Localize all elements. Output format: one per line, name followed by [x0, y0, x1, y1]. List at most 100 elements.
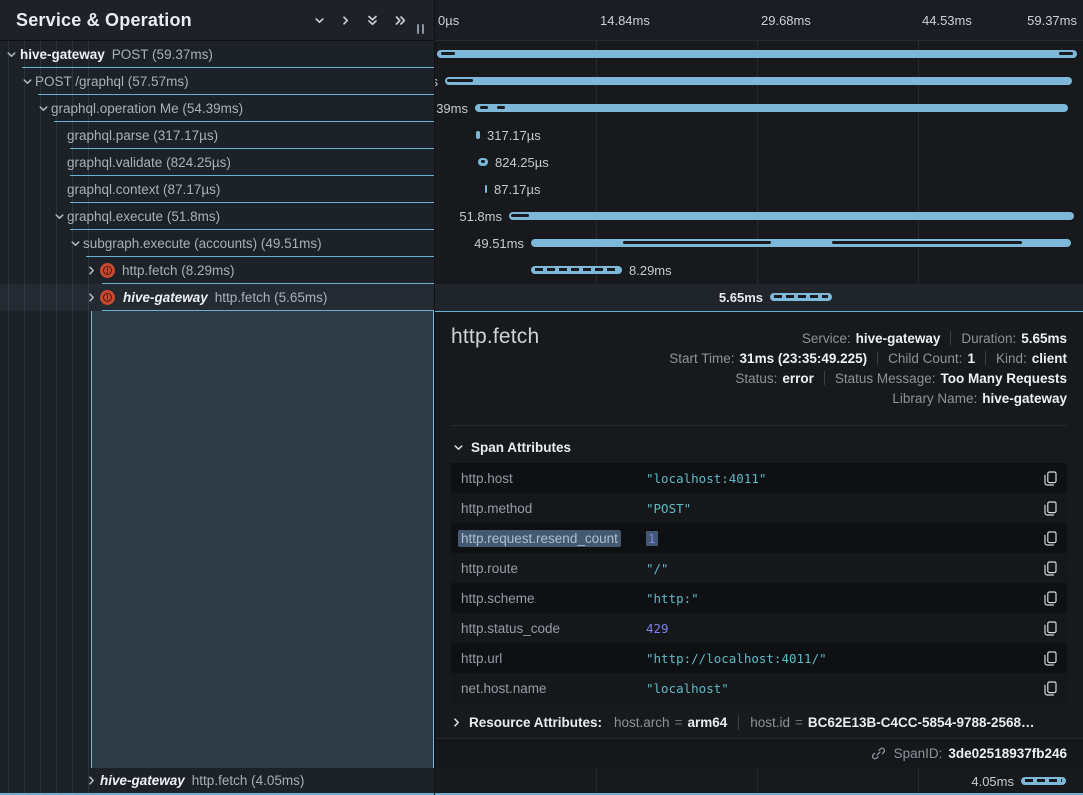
duration-label: 4.05ms [971, 768, 1014, 795]
waterfall-row[interactable]: 87.17µs [435, 176, 1083, 203]
span-label: graphql.context (87.17µs) [67, 182, 220, 197]
meta-label: Child Count: [888, 351, 962, 366]
panel-title: Service & Operation [16, 10, 314, 31]
meta-label: Duration: [961, 331, 1016, 346]
tree-row[interactable]: graphql.execute (51.8ms) [0, 203, 434, 230]
tree-row[interactable]: hive-gatewayPOST (59.37ms) [0, 41, 434, 68]
attr-value-text: 1 [646, 531, 658, 546]
copy-button[interactable] [1044, 471, 1057, 486]
attr-key: http.scheme [461, 591, 646, 606]
copy-button[interactable] [1044, 621, 1057, 636]
timeline-ruler: 0µs14.84ms29.68ms44.53ms59.37ms [435, 0, 1083, 41]
copy-button[interactable] [1044, 651, 1057, 666]
tree-row[interactable]: hive-gatewayhttp.fetch (4.05ms) [0, 768, 434, 795]
attr-row: http.url"http://localhost:4011/" [451, 643, 1067, 673]
span-attributes-toggle[interactable]: Span Attributes [453, 440, 1067, 455]
waterfall-row[interactable]: 49.51ms [435, 230, 1083, 257]
tree-row[interactable]: !http.fetch (8.29ms) [0, 257, 434, 284]
bar-self-time-mark [623, 241, 771, 244]
resource-attributes-toggle[interactable]: Resource Attributes: host.arch = arm64 h… [451, 715, 1067, 730]
tick-label: 0µs [438, 13, 459, 28]
attr-row: http.method "POST" [451, 493, 1067, 523]
span-detail-footer: SpanID: 3de02518937fb246 [435, 738, 1083, 768]
panel-resize-handle[interactable] [417, 24, 424, 34]
attr-row: http.request.resend_count1 [451, 523, 1067, 553]
tree-row[interactable]: POST /graphql (57.57ms) [0, 68, 434, 95]
tree-row[interactable]: !hive-gatewayhttp.fetch (5.65ms) [0, 284, 434, 311]
attr-value: "localhost" [646, 681, 1044, 696]
span-meta: Service:hive-gatewayDuration:5.65msStart… [669, 325, 1067, 408]
waterfall-row[interactable]: 51.8ms [435, 203, 1083, 230]
meta-line: Status:errorStatus Message:Too Many Requ… [735, 368, 1067, 388]
waterfall-row[interactable]: 57.57ms [435, 68, 1083, 95]
span-bar[interactable] [475, 104, 1068, 112]
bar-self-time-mark [511, 214, 529, 217]
copy-button[interactable] [1044, 681, 1057, 696]
attr-value: 429 [646, 621, 1044, 636]
waterfall-bottom-row[interactable]: 4.05ms [435, 768, 1083, 795]
meta-label: Service: [802, 331, 851, 346]
span-bar[interactable] [445, 77, 1072, 85]
tick-label: 59.37ms [1027, 13, 1077, 28]
span-bar[interactable] [437, 50, 1077, 58]
resource-attr-key: host.arch [614, 715, 670, 730]
double-chevron-down-icon[interactable] [366, 14, 379, 27]
tree-row[interactable]: graphql.operation Me (54.39ms) [0, 95, 434, 122]
copy-button[interactable] [1044, 531, 1057, 546]
chevron-right-icon[interactable] [86, 775, 99, 786]
error-icon: ! [100, 263, 115, 278]
attr-value: "POST" [646, 501, 1044, 516]
attr-row: http.scheme"http:" [451, 583, 1067, 613]
span-label: graphql.validate (824.25µs) [67, 155, 231, 170]
exclamation-glyph: ! [103, 293, 113, 303]
attr-value-text: "/" [646, 561, 669, 576]
tree-row[interactable]: graphql.context (87.17µs) [0, 176, 434, 203]
attr-key-text: net.host.name [461, 681, 547, 696]
attr-value: "http:" [646, 591, 1044, 606]
attr-key-text: http.status_code [461, 621, 560, 636]
attr-key: http.status_code [461, 621, 646, 636]
span-bar[interactable] [485, 185, 487, 193]
tick-label: 29.68ms [761, 13, 811, 28]
duration-label: 51.8ms [459, 203, 502, 230]
double-chevron-right-icon[interactable] [394, 14, 407, 27]
waterfall-row[interactable]: 5.65ms [435, 284, 1083, 311]
span-bar[interactable] [509, 212, 1074, 220]
waterfall-row[interactable]: 54.39ms [435, 95, 1083, 122]
meta-line: Start Time:31ms (23:35:49.225)Child Coun… [669, 348, 1067, 368]
chevron-down-icon[interactable] [70, 238, 83, 249]
waterfall-row[interactable] [435, 41, 1083, 68]
chevron-down-icon[interactable] [22, 76, 35, 87]
meta-value: hive-gateway [856, 331, 941, 346]
bar-self-time-mark [447, 79, 473, 82]
attr-key-text: http.host [461, 471, 513, 486]
waterfall-row[interactable]: 824.25µs [435, 149, 1083, 176]
chevron-down-icon[interactable] [38, 103, 51, 114]
attr-value: "/" [646, 561, 1044, 576]
span-service-name: hive-gateway [123, 290, 208, 305]
waterfall-row[interactable]: 8.29ms [435, 257, 1083, 284]
attr-key: http.route [461, 561, 646, 576]
copy-button[interactable] [1044, 561, 1057, 576]
copy-button[interactable] [1044, 591, 1057, 606]
waterfall-rows: 57.57ms54.39ms317.17µs824.25µs87.17µs51.… [435, 41, 1083, 311]
tree-row[interactable]: graphql.validate (824.25µs) [0, 149, 434, 176]
copy-button[interactable] [1044, 501, 1057, 516]
chevron-right-icon[interactable] [86, 265, 99, 276]
span-label: graphql.execute (51.8ms) [67, 209, 220, 224]
meta-value: hive-gateway [982, 391, 1067, 406]
chevron-right-icon[interactable] [86, 292, 99, 303]
waterfall-row[interactable]: 317.17µs [435, 122, 1083, 149]
chevron-right-icon[interactable] [340, 15, 351, 26]
tree-row[interactable]: subgraph.execute (accounts) (49.51ms) [0, 230, 434, 257]
timeline-area: 0µs14.84ms29.68ms44.53ms59.37ms 57.57ms5… [435, 0, 1083, 795]
span-bar[interactable] [476, 131, 480, 139]
chevron-down-icon[interactable] [6, 49, 19, 60]
chevron-down-icon[interactable] [54, 211, 67, 222]
duration-label: 49.51ms [474, 230, 524, 257]
attr-key-text: http.method [461, 501, 532, 516]
chevron-down-icon [453, 442, 464, 453]
chevron-down-icon[interactable] [314, 15, 325, 26]
link-icon[interactable] [871, 746, 886, 761]
tree-row[interactable]: graphql.parse (317.17µs) [0, 122, 434, 149]
